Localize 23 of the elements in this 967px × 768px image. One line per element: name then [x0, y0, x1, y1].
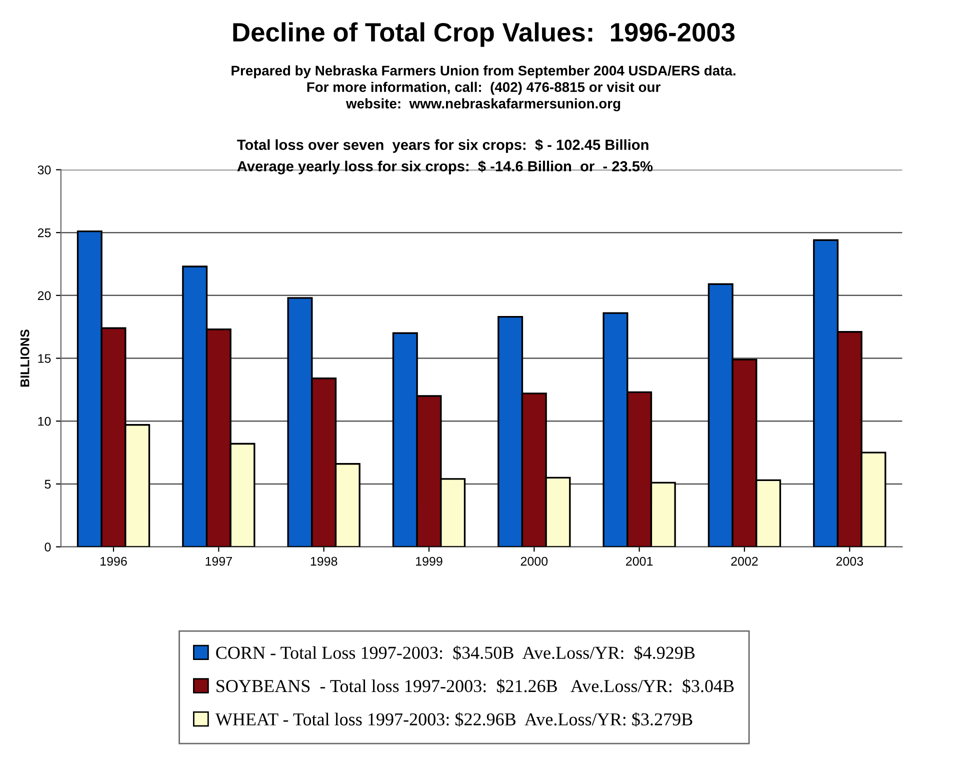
x-tick-label: 1998: [310, 556, 338, 566]
annotation: Average yearly loss for six crops: $ -14.6 Billion or - 23.5%: [237, 160, 653, 174]
y-axis-title: BILLIONS: [20, 330, 30, 387]
y-tick-label: 5: [44, 480, 51, 489]
y-tick-label: 10: [38, 416, 51, 426]
x-tick-label: 2002: [731, 556, 758, 566]
chart-title: Decline of Total Crop Values: 1996-2003: [233, 22, 735, 47]
legend-label: SOYBEANS - Total loss 1997-2003: $21.26B Ave.Loss/YR: $3.04B: [216, 678, 734, 694]
y-tick-label: 0: [44, 542, 51, 552]
y-tick-label: 15: [38, 354, 51, 363]
x-tick-label: 1999: [416, 556, 442, 566]
y-tick-label: 20: [38, 291, 51, 300]
legend-label: CORN - Total Loss 1997-2003: $34.50B Ave.Loss/YR: $4.929B: [216, 646, 695, 660]
y-tick-label: 25: [38, 228, 51, 238]
x-tick-label: 2001: [626, 556, 653, 566]
x-tick-label: 2003: [836, 556, 863, 566]
text: Total loss over seven years for six crops: $ - 102.45 Billion: [237, 138, 648, 153]
chart-subtitle: Prepared by Nebraska Farmers Union from September 2004 USDA/ERS data. For more information, call: (402) 476-8815 or visit our website: www.nebraskafarmersunion.org: [232, 65, 736, 112]
x-tick-label: 2000: [520, 556, 548, 566]
x-tick-label: 1997: [206, 556, 232, 566]
x-tick-label: 1996: [100, 556, 127, 566]
y-tick-label: 30: [38, 166, 51, 174]
legend-label: WHEAT - Total loss 1997-2003: $22.96B Ave.Loss/YR: $3.279B: [215, 712, 692, 727]
